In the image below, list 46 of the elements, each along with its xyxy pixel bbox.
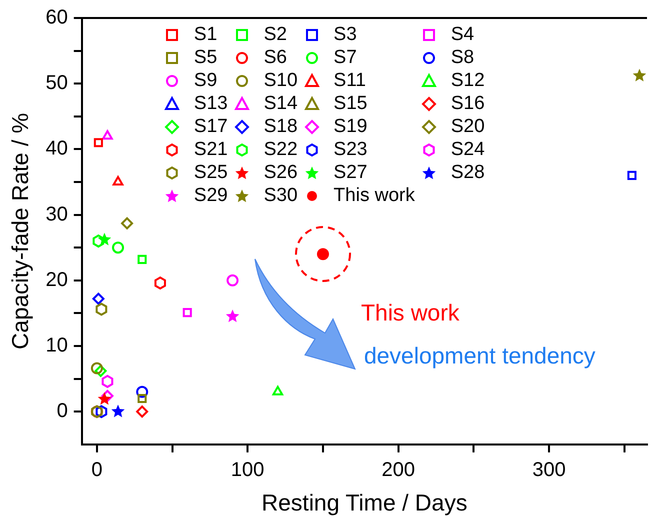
- legend-label: S13: [194, 92, 228, 115]
- x-tick-label: 100: [230, 458, 264, 481]
- x-tick-label: 200: [382, 458, 416, 481]
- annotation: development tendency: [364, 342, 596, 369]
- legend-label: S17: [194, 115, 228, 138]
- legend-label: S7: [334, 46, 357, 69]
- legend-label: S6: [264, 46, 287, 69]
- legend-label: This work: [334, 184, 415, 207]
- x-tick-label: 300: [532, 458, 566, 481]
- legend-label: S29: [194, 184, 228, 207]
- legend-label: S18: [264, 115, 298, 138]
- legend-label: S2: [264, 23, 287, 46]
- annotation: This work: [360, 300, 460, 326]
- y-tick-label: 30: [46, 203, 68, 226]
- legend-label: S24: [450, 138, 485, 161]
- legend-label: S1: [194, 23, 218, 46]
- legend-label: S12: [450, 69, 485, 92]
- y-tick-label: 10: [46, 334, 68, 357]
- legend-label: S21: [194, 138, 228, 161]
- legend-label: S26: [264, 161, 298, 184]
- legend-label: S9: [194, 69, 218, 92]
- y-tick-label: 40: [46, 138, 68, 160]
- y-tick-label: 50: [46, 72, 68, 94]
- legend-label: S10: [264, 69, 298, 92]
- legend-label: S8: [450, 46, 474, 69]
- legend-label: S27: [334, 161, 368, 184]
- x-axis-title: Resting Time / Days: [262, 490, 468, 516]
- x-tick-label: 0: [91, 458, 102, 481]
- y-tick-label: 0: [56, 400, 68, 422]
- legend-label: S19: [334, 115, 368, 138]
- legend-label: S30: [264, 184, 298, 207]
- legend-label: S11: [334, 69, 366, 92]
- legend-label: S23: [334, 138, 368, 161]
- legend-label: S4: [450, 23, 474, 46]
- legend-label: S20: [450, 115, 485, 138]
- y-tick-label: 20: [46, 268, 68, 291]
- y-tick-label: 60: [46, 6, 68, 29]
- legend-label: S16: [450, 92, 485, 115]
- legend-label: S28: [450, 161, 485, 184]
- legend-label: S14: [264, 92, 298, 115]
- legend-label: S25: [194, 161, 228, 184]
- legend-label: S15: [334, 92, 368, 115]
- legend-label: S22: [264, 138, 298, 161]
- legend-label: S3: [334, 23, 357, 46]
- legend-label: S5: [194, 46, 218, 69]
- y-axis-title: Capacity-fade Rate / %: [7, 112, 34, 350]
